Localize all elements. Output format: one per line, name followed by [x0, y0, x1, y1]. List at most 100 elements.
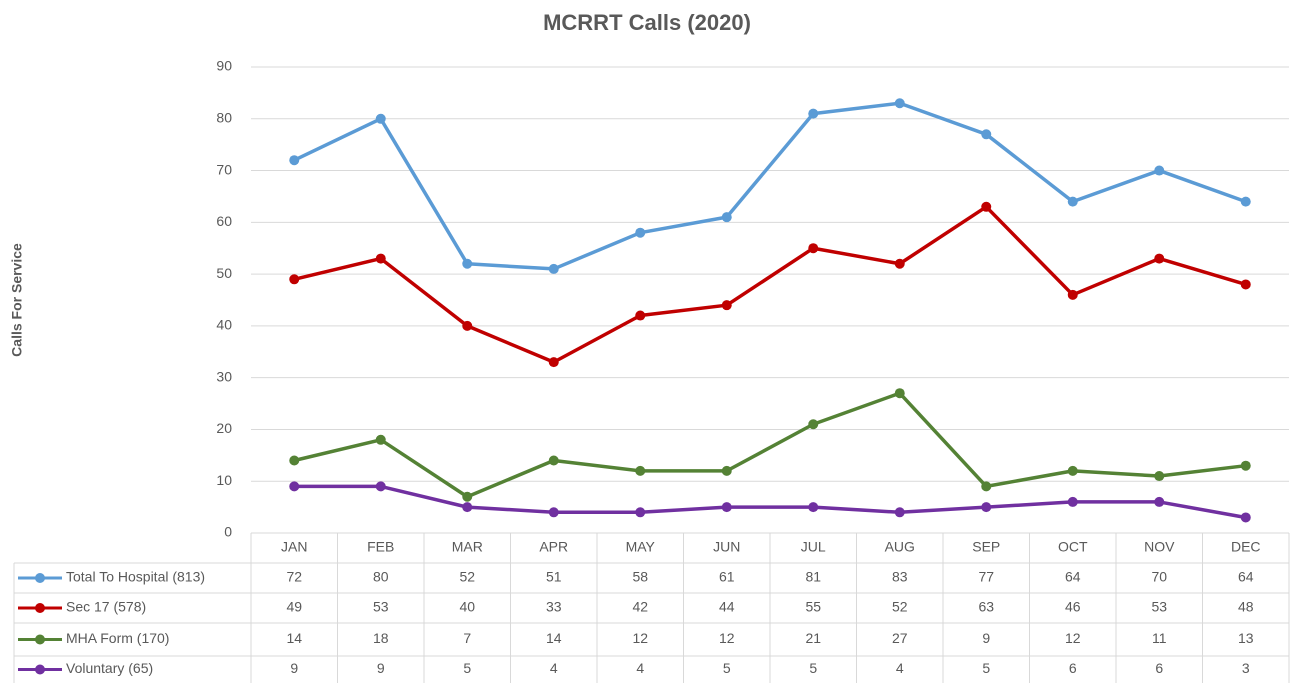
y-tick-label: 50: [216, 265, 232, 281]
y-tick-label: 70: [216, 161, 232, 177]
table-value: 44: [719, 599, 735, 615]
data-point: [462, 320, 473, 331]
legend-key-marker: [35, 634, 45, 645]
legend-label: MHA Form (170): [66, 630, 169, 646]
y-tick-label: 80: [216, 109, 232, 125]
x-tick-label: MAY: [626, 539, 656, 555]
table-value: 11: [1152, 630, 1167, 646]
table-value: 70: [1151, 569, 1167, 585]
data-point: [375, 434, 386, 445]
data-point: [375, 113, 386, 124]
table-value: 9: [290, 660, 298, 676]
data-point: [1240, 460, 1251, 471]
data-point: [635, 227, 646, 238]
table-value: 53: [373, 599, 389, 615]
table-value: 46: [1065, 599, 1081, 615]
table-value: 42: [632, 599, 648, 615]
data-point: [894, 98, 905, 109]
table-value: 64: [1065, 569, 1081, 585]
table-value: 3: [1242, 660, 1250, 676]
table-value: 12: [719, 630, 735, 646]
data-point: [635, 465, 646, 476]
table-value: 14: [286, 630, 302, 646]
table-value: 27: [892, 630, 908, 646]
series-line: [293, 391, 1246, 499]
legend-key-marker: [35, 664, 45, 675]
data-point: [1240, 196, 1251, 207]
y-tick-label: 60: [216, 213, 232, 229]
y-tick-label: 0: [224, 524, 232, 540]
table-value: 83: [892, 569, 908, 585]
data-point: [894, 258, 905, 269]
table-value: 52: [459, 569, 475, 585]
table-value: 9: [982, 630, 990, 646]
data-point: [1067, 289, 1078, 300]
data-point: [289, 155, 300, 166]
data-point: [894, 507, 905, 518]
data-point: [981, 502, 992, 513]
table-value: 64: [1238, 569, 1254, 585]
series-line: [294, 484, 1247, 520]
legend-label: Voluntary (65): [66, 660, 153, 676]
data-point: [981, 201, 992, 212]
table-value: 58: [632, 569, 648, 585]
table-value: 7: [463, 630, 471, 646]
data-point: [375, 481, 386, 492]
series-line: [293, 205, 1247, 364]
table-value: 72: [286, 569, 302, 585]
data-point: [289, 274, 300, 285]
table-value: 81: [805, 569, 821, 585]
table-value: 4: [550, 660, 558, 676]
data-point: [981, 129, 992, 140]
y-tick-label: 90: [216, 58, 232, 74]
data-point: [721, 465, 732, 476]
x-tick-label: NOV: [1144, 539, 1175, 555]
table-value: 49: [286, 599, 302, 615]
table-value: 12: [632, 630, 648, 646]
table-value: 5: [723, 660, 731, 676]
legend-label: Total To Hospital (813): [66, 569, 205, 585]
table-value: 33: [546, 599, 562, 615]
data-point: [894, 388, 905, 399]
x-tick-label: JUL: [801, 539, 826, 555]
legend-key-marker: [35, 603, 45, 613]
x-tick-label: DEC: [1231, 539, 1261, 555]
data-point: [1240, 512, 1251, 523]
table-value: 77: [978, 569, 994, 585]
table-value: 53: [1151, 599, 1167, 615]
y-tick-label: 40: [216, 317, 232, 333]
data-point: [635, 507, 646, 518]
table-value: 21: [805, 630, 821, 646]
data-point: [1067, 465, 1078, 476]
table-value: 5: [982, 660, 990, 676]
series-line: [293, 101, 1247, 271]
data-point: [289, 455, 300, 466]
data-point: [1154, 496, 1165, 507]
data-point: [808, 243, 819, 254]
table-value: 18: [373, 630, 389, 646]
data-point: [981, 481, 992, 492]
table-value: 6: [1069, 660, 1077, 676]
table-value: 80: [373, 569, 389, 585]
x-tick-label: MAR: [452, 539, 483, 555]
data-point: [548, 455, 559, 466]
table-value: 6: [1155, 660, 1163, 676]
x-tick-label: JUN: [713, 539, 740, 555]
table-value: 14: [546, 630, 562, 646]
data-point: [1240, 279, 1251, 290]
x-tick-label: JAN: [281, 539, 307, 555]
data-point: [635, 310, 646, 321]
data-point: [721, 212, 732, 223]
table-value: 52: [892, 599, 908, 615]
table-value: 5: [463, 660, 471, 676]
table-value: 61: [719, 569, 735, 585]
table-value: 40: [459, 599, 475, 615]
y-tick-label: 10: [216, 472, 232, 488]
y-tick-label: 30: [216, 368, 232, 384]
table-value: 51: [546, 569, 562, 585]
table-value: 48: [1238, 599, 1254, 615]
data-point: [548, 263, 559, 274]
table-value: 12: [1065, 630, 1081, 646]
data-point: [289, 481, 300, 492]
